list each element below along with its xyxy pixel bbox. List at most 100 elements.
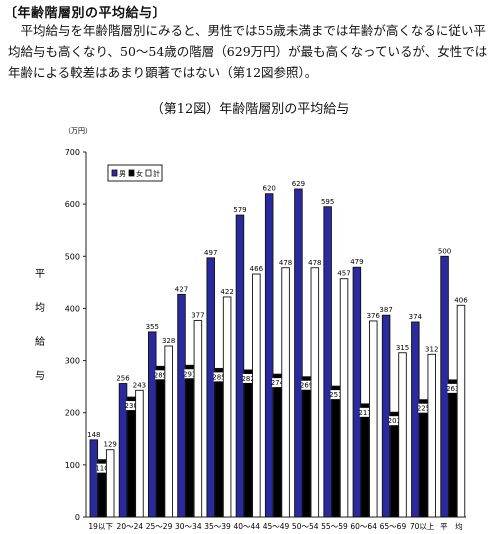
bar-value-label: 217 — [358, 409, 371, 417]
legend-label-0: 男 — [119, 170, 126, 178]
bar-女-5 — [243, 369, 253, 518]
x-tick-label: 60〜64 — [350, 522, 377, 531]
bar-value-label: 427 — [175, 285, 188, 293]
x-tick-label: 35〜39 — [204, 522, 231, 531]
legend-swatch-0 — [111, 169, 118, 177]
bar-label-bg — [418, 403, 429, 413]
bar-value-label: 315 — [396, 344, 409, 352]
bar-label-bg — [389, 416, 400, 426]
y-tick-label: 500 — [65, 252, 80, 261]
bar-計-6 — [281, 267, 290, 518]
bar-value-label: 256 — [116, 375, 130, 383]
bar-label-bg — [213, 372, 225, 382]
bar-value-label: 230 — [125, 402, 138, 410]
bar-女-0 — [97, 459, 107, 518]
body-paragraph: 平均給与を年齢階層別にみると、男性では55歳未満までは年齢が高くなるに従い平均給… — [8, 23, 488, 80]
bar-label-bg — [359, 407, 371, 417]
bar-value-label: 406 — [454, 296, 468, 304]
bar-label-bg — [242, 373, 254, 383]
bar-value-label: 312 — [425, 345, 438, 353]
legend-swatch-1 — [128, 169, 135, 177]
x-tick-label: 30〜34 — [175, 522, 202, 531]
bar-value-label: 377 — [191, 311, 204, 319]
bar-女-7 — [302, 376, 311, 518]
bar-value-label: 387 — [379, 306, 392, 314]
bar-value-label: 263 — [446, 385, 459, 393]
figure-title: （第12図）年齢階層別の平均給与 — [150, 102, 350, 117]
bar-label-bg — [184, 369, 195, 379]
bar-label-bg — [272, 378, 283, 388]
bar-label-bg — [330, 390, 342, 400]
bar-value-label: 479 — [350, 258, 363, 266]
x-tick-label: 50〜54 — [292, 522, 319, 531]
bar-value-label: 274 — [271, 379, 285, 387]
bar-value-label: 289 — [154, 371, 167, 379]
bar-女-3 — [185, 364, 194, 518]
bar-label-bg — [301, 380, 312, 390]
y-tick-label: 200 — [65, 409, 80, 418]
unit-label: （万円） — [64, 127, 92, 135]
bar-value-label: 201 — [388, 417, 401, 425]
bar-value-label: 374 — [409, 313, 423, 321]
bar-value-label: 376 — [367, 312, 381, 320]
y-axis-title-char: 与 — [35, 370, 45, 382]
bar-計-9 — [369, 320, 378, 518]
bar-男-10 — [381, 314, 391, 518]
bar-value-label: 466 — [250, 265, 264, 273]
bar-計-12 — [456, 304, 466, 518]
bar-男-6 — [264, 193, 274, 518]
bar-男-4 — [206, 257, 215, 518]
bar-value-label: 251 — [329, 391, 342, 399]
bar-計-4 — [222, 296, 232, 518]
bar-value-label: 148 — [87, 431, 100, 439]
bar-value-label: 595 — [321, 198, 334, 206]
bar-計-7 — [310, 267, 320, 518]
bar-label-bg — [447, 383, 459, 393]
bar-value-label: 422 — [220, 288, 233, 296]
bar-女-2 — [156, 365, 165, 518]
bar-女-6 — [273, 373, 282, 518]
bar-計-2 — [164, 345, 173, 518]
bar-計-10 — [398, 352, 407, 518]
bar-label-bg — [155, 370, 166, 380]
bar-value-label: 478 — [279, 259, 292, 267]
bar-value-label: 620 — [262, 185, 275, 193]
bar-value-label: 629 — [292, 180, 305, 188]
bar-value-label: 243 — [133, 381, 146, 389]
bar-value-label: 457 — [337, 270, 350, 278]
bar-女-4 — [214, 367, 224, 518]
bar-chart: （万円） 0 100 200 300 400 500 600 700 平均給与 男 女 計 148 110 1… — [35, 127, 468, 531]
legend-label-1: 女 — [136, 169, 143, 178]
bar-value-label: 129 — [104, 441, 117, 449]
bar-女-12 — [448, 379, 458, 518]
bar-label-bg — [125, 401, 137, 411]
y-tick-label: 100 — [65, 461, 80, 470]
bar-男-8 — [323, 206, 332, 518]
x-tick-label: 65〜69 — [380, 522, 407, 531]
bar-計-3 — [193, 319, 203, 518]
bar-計-11 — [427, 353, 436, 518]
bar-計-5 — [252, 273, 261, 518]
bar-男-0 — [89, 439, 99, 518]
x-tick-label: 25〜29 — [146, 522, 173, 531]
bar-計-8 — [339, 278, 349, 518]
bar-value-label: 282 — [241, 375, 254, 383]
y-axis-title-char: 平 — [35, 269, 45, 280]
bar-value-label: 225 — [417, 405, 430, 413]
bar-男-7 — [294, 188, 303, 518]
x-tick-label: 70以上 — [410, 522, 435, 531]
bar-女-8 — [331, 385, 341, 518]
y-tick-label: 300 — [65, 357, 80, 366]
bar-女-10 — [390, 411, 399, 518]
bar-value-label: 497 — [204, 249, 217, 257]
bar-value-label: 269 — [300, 382, 313, 390]
legend-box — [107, 164, 163, 182]
bar-女-9 — [360, 403, 370, 518]
y-tick-label: 600 — [65, 200, 80, 209]
bar-value-label: 285 — [212, 373, 225, 381]
bar-value-label: 110 — [95, 465, 108, 473]
bar-label-bg — [96, 463, 108, 473]
bar-女-11 — [419, 399, 428, 518]
bar-value-label: 328 — [162, 337, 175, 345]
y-tick-label: 700 — [65, 148, 80, 157]
